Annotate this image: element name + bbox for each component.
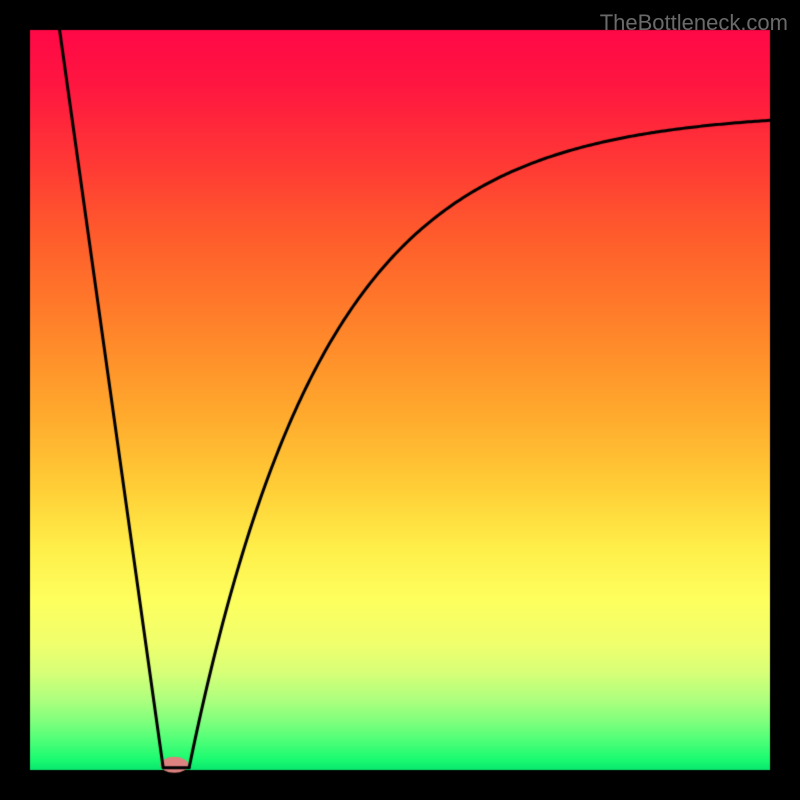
bottleneck-chart	[0, 0, 800, 800]
